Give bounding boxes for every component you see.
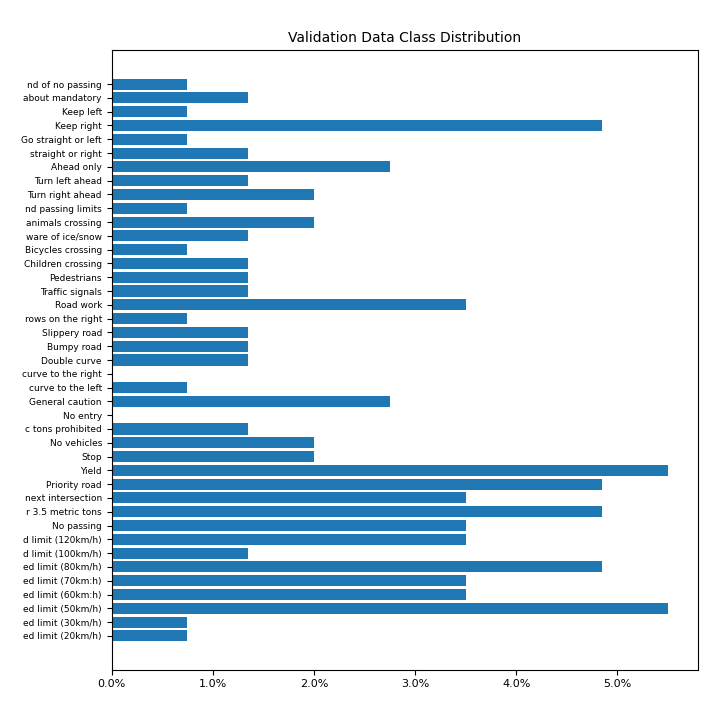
Bar <box>112 258 248 269</box>
Bar <box>112 148 248 158</box>
Bar <box>112 189 314 200</box>
Bar <box>112 92 248 104</box>
Bar <box>112 616 187 628</box>
Title: Validation Data Class Distribution: Validation Data Class Distribution <box>289 31 521 45</box>
Bar <box>112 603 668 614</box>
Bar <box>112 396 390 407</box>
Bar <box>112 631 187 642</box>
Bar <box>112 120 603 131</box>
Bar <box>112 520 466 531</box>
Bar <box>112 313 187 324</box>
Bar <box>112 286 248 297</box>
Bar <box>112 589 466 600</box>
Bar <box>112 354 248 366</box>
Bar <box>112 465 668 476</box>
Bar <box>112 203 187 214</box>
Bar <box>112 175 248 186</box>
Bar <box>112 217 314 228</box>
Bar <box>112 327 248 338</box>
Bar <box>112 134 187 145</box>
Bar <box>112 506 187 517</box>
Bar <box>112 78 187 89</box>
Bar <box>112 106 187 117</box>
Bar <box>112 506 603 517</box>
Bar <box>112 300 466 310</box>
Bar <box>112 230 248 241</box>
Bar <box>112 451 314 462</box>
Bar <box>112 423 248 434</box>
Bar <box>112 271 248 283</box>
Bar <box>112 244 187 255</box>
Bar <box>112 575 466 586</box>
Bar <box>112 479 603 490</box>
Bar <box>112 492 466 503</box>
Bar <box>112 534 466 545</box>
Bar <box>112 161 390 172</box>
Bar <box>112 341 248 352</box>
Bar <box>112 562 603 572</box>
Bar <box>112 382 187 393</box>
Bar <box>112 548 248 559</box>
Bar <box>112 437 314 449</box>
